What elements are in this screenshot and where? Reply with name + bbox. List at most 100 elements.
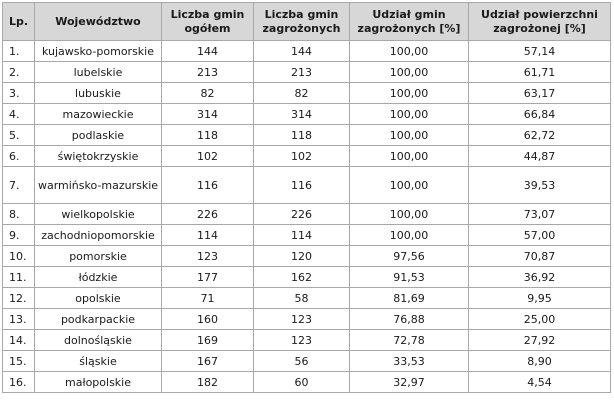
table-row: 5. podlaskie 118 118 100,00 62,72 [2,124,611,146]
cell-share-area: 70,87 [468,245,611,267]
table-container: Lp. Województwo Liczba gmin ogółem Liczb… [2,2,611,393]
cell-share-gmin: 100,00 [349,124,469,146]
cell-share-gmin: 97,56 [349,245,469,267]
cell-total-gmin: 144 [161,40,254,62]
cell-share-area: 61,71 [468,61,611,83]
cell-threatened-gmin: 123 [253,308,350,330]
cell-voivodeship: opolskie [34,287,162,309]
cell-share-gmin: 100,00 [349,203,469,225]
header-row: Lp. Województwo Liczba gmin ogółem Liczb… [2,2,611,41]
table-row: 12. opolskie 71 58 81,69 9,95 [2,287,611,309]
cell-share-gmin: 100,00 [349,40,469,62]
cell-lp: 1. [2,40,35,62]
cell-total-gmin: 160 [161,308,254,330]
table-row: 8. wielkopolskie 226 226 100,00 73,07 [2,203,611,225]
cell-lp: 9. [2,224,35,246]
cell-share-area: 39,53 [468,166,611,204]
cell-share-area: 66,84 [468,103,611,125]
cell-voivodeship: wielkopolskie [34,203,162,225]
header-total-gmin: Liczba gmin ogółem [161,2,254,41]
cell-lp: 6. [2,145,35,167]
cell-share-gmin: 91,53 [349,266,469,288]
cell-total-gmin: 123 [161,245,254,267]
table-row: 10. pomorskie 123 120 97,56 70,87 [2,245,611,267]
cell-share-gmin: 100,00 [349,166,469,204]
cell-lp: 13. [2,308,35,330]
cell-share-area: 4,54 [468,371,611,393]
cell-lp: 7. [2,166,35,204]
cell-share-gmin: 100,00 [349,224,469,246]
table-row: 16. małopolskie 182 60 32,97 4,54 [2,371,611,393]
cell-voivodeship: świętokrzyskie [34,145,162,167]
table-row: 3. lubuskie 82 82 100,00 63,17 [2,82,611,104]
cell-threatened-gmin: 116 [253,166,350,204]
cell-voivodeship: kujawsko-pomorskie [34,40,162,62]
cell-voivodeship: dolnośląskie [34,329,162,351]
table-row: 4. mazowieckie 314 314 100,00 66,84 [2,103,611,125]
cell-threatened-gmin: 213 [253,61,350,83]
cell-lp: 4. [2,103,35,125]
cell-voivodeship: śląskie [34,350,162,372]
cell-threatened-gmin: 314 [253,103,350,125]
cell-total-gmin: 71 [161,287,254,309]
cell-voivodeship: lubelskie [34,61,162,83]
cell-threatened-gmin: 120 [253,245,350,267]
cell-share-gmin: 100,00 [349,145,469,167]
cell-share-gmin: 76,88 [349,308,469,330]
cell-lp: 16. [2,371,35,393]
cell-total-gmin: 116 [161,166,254,204]
cell-share-area: 57,14 [468,40,611,62]
cell-threatened-gmin: 144 [253,40,350,62]
cell-total-gmin: 213 [161,61,254,83]
cell-total-gmin: 167 [161,350,254,372]
header-lp: Lp. [2,2,35,41]
cell-threatened-gmin: 60 [253,371,350,393]
cell-voivodeship: łódzkie [34,266,162,288]
cell-threatened-gmin: 82 [253,82,350,104]
header-threatened-gmin: Liczba gmin zagrożonych [253,2,350,41]
table-row: 14. dolnośląskie 169 123 72,78 27,92 [2,329,611,351]
cell-lp: 5. [2,124,35,146]
cell-voivodeship: mazowieckie [34,103,162,125]
cell-share-gmin: 100,00 [349,82,469,104]
cell-voivodeship: małopolskie [34,371,162,393]
cell-threatened-gmin: 56 [253,350,350,372]
cell-lp: 11. [2,266,35,288]
cell-total-gmin: 177 [161,266,254,288]
cell-voivodeship: lubuskie [34,82,162,104]
cell-share-gmin: 100,00 [349,61,469,83]
cell-total-gmin: 226 [161,203,254,225]
cell-share-area: 27,92 [468,329,611,351]
table-row: 11. łódzkie 177 162 91,53 36,92 [2,266,611,288]
cell-lp: 12. [2,287,35,309]
cell-share-gmin: 72,78 [349,329,469,351]
cell-total-gmin: 314 [161,103,254,125]
cell-voivodeship: pomorskie [34,245,162,267]
cell-share-area: 25,00 [468,308,611,330]
cell-threatened-gmin: 58 [253,287,350,309]
cell-voivodeship: warmińsko-mazurskie [34,166,162,204]
cell-total-gmin: 102 [161,145,254,167]
cell-share-area: 8,90 [468,350,611,372]
cell-lp: 15. [2,350,35,372]
cell-threatened-gmin: 114 [253,224,350,246]
header-share-gmin: Udział gmin zagrożonych [%] [349,2,469,41]
cell-total-gmin: 82 [161,82,254,104]
cell-share-gmin: 32,97 [349,371,469,393]
table-row: 6. świętokrzyskie 102 102 100,00 44,87 [2,145,611,167]
cell-voivodeship: podkarpackie [34,308,162,330]
cell-share-area: 63,17 [468,82,611,104]
header-share-area: Udział powierzchni zagrożonej [%] [468,2,611,41]
cell-threatened-gmin: 123 [253,329,350,351]
cell-threatened-gmin: 102 [253,145,350,167]
cell-share-gmin: 81,69 [349,287,469,309]
cell-total-gmin: 118 [161,124,254,146]
cell-total-gmin: 182 [161,371,254,393]
threatened-municipalities-table: Lp. Województwo Liczba gmin ogółem Liczb… [2,2,611,393]
cell-total-gmin: 114 [161,224,254,246]
cell-share-gmin: 100,00 [349,103,469,125]
cell-lp: 14. [2,329,35,351]
cell-share-area: 57,00 [468,224,611,246]
cell-share-gmin: 33,53 [349,350,469,372]
cell-threatened-gmin: 162 [253,266,350,288]
